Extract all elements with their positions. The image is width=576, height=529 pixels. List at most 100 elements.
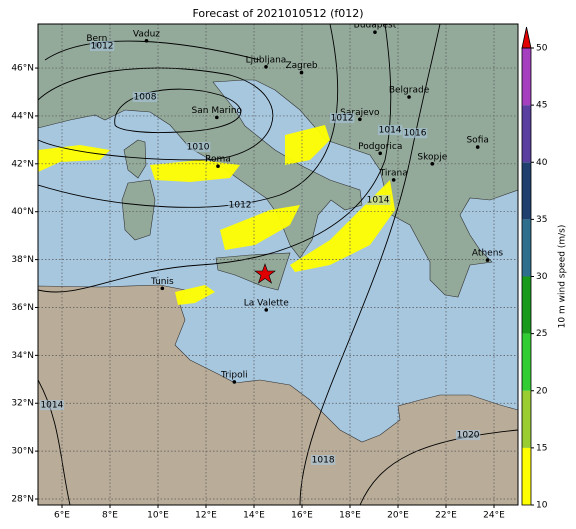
city-label: Sarajevo [340, 108, 380, 118]
isobar-label-bg [310, 454, 336, 465]
x-tick-label: 10°E [147, 511, 169, 521]
city-marker [216, 164, 220, 169]
isobar-label: 1014 [40, 401, 63, 411]
y-tick-label: 36°N [11, 303, 34, 313]
isobar-label: 1014 [367, 195, 390, 205]
city-label: Athens [472, 249, 503, 259]
isobar-label-bg [39, 400, 65, 411]
city-marker [264, 65, 268, 69]
isobar-label-bg [377, 125, 403, 136]
city-label: Tirana [379, 168, 408, 178]
colorbar-extension [521, 26, 532, 49]
city-label: Ljubljana [246, 55, 287, 65]
x-tick-label: 8°E [102, 511, 118, 521]
city-marker [299, 70, 304, 75]
isobar-label-bg [455, 430, 481, 441]
city-label: Budapest [354, 21, 397, 31]
colorbar-segment [522, 48, 531, 106]
colorbar-tick-label: 10 [536, 501, 548, 511]
city-marker [373, 30, 377, 34]
map-frame [37, 23, 519, 506]
x-tick-label: 24°E [483, 511, 505, 521]
grid [38, 24, 518, 505]
colorbar-segment [522, 219, 531, 277]
isobar [38, 24, 392, 293]
wind-area [38, 145, 110, 172]
axes: 6°E 8°E 10°E 12°E 14°E 16°E 18°E 20°E 22°E 24°E 28… [11, 64, 505, 521]
city-label: Tripoli [220, 370, 248, 380]
wind-area [285, 125, 330, 165]
colorbar-tick-label: 20 [536, 386, 548, 396]
city-label: Podgorica [358, 142, 402, 152]
isobar [38, 24, 339, 208]
sardinia [121, 179, 156, 241]
city-label: Belgrade [389, 86, 430, 96]
city-label: Zagreb [285, 61, 317, 71]
wind-area [220, 205, 300, 250]
colorbar-segment [522, 276, 531, 334]
colorbar-tick-label: 25 [536, 329, 547, 339]
isobar-label: 1016 [404, 129, 427, 139]
y-tick-label: 30°N [11, 447, 34, 457]
isobar-label-bg [365, 194, 391, 205]
isobar-label-bg [402, 128, 428, 139]
colorbar: 10 15 20 25 30 35 40 45 50 10 m wind speed (m/s) [521, 26, 568, 511]
y-tick-label: 38°N [11, 255, 34, 265]
city-label: La Valette [244, 298, 289, 308]
city-marker [144, 38, 149, 43]
city-marker [232, 380, 237, 384]
y-tick-label: 46°N [11, 64, 34, 74]
isobar [38, 67, 274, 161]
isobar [38, 379, 71, 505]
city-marker [430, 162, 435, 166]
x-tick-label: 20°E [387, 511, 409, 521]
isobar-label-bg [132, 92, 158, 103]
event-star [254, 263, 276, 284]
city-label: Bern [86, 34, 107, 44]
isobar-label: 1012 [91, 42, 114, 52]
colorbar-tick-label: 40 [536, 158, 548, 168]
x-tick-label: 18°E [339, 511, 361, 521]
title: Forecast of 2021010512 (f012) [192, 7, 363, 20]
y-tick-label: 34°N [11, 351, 34, 361]
corsica [123, 139, 147, 179]
city-label: San Marino [192, 106, 243, 116]
y-tick-label: 28°N [11, 495, 34, 505]
city-label: Skopje [417, 152, 447, 162]
colorbar-segment [522, 390, 531, 448]
colorbar-label: 10 m wind speed (m/s) [558, 225, 568, 329]
isobar-label-bg [329, 113, 355, 124]
isobar [44, 40, 261, 61]
colorbar-tick-label: 50 [536, 44, 548, 54]
city-label: Vaduz [133, 29, 160, 39]
city-label: Sofia [466, 136, 488, 146]
city-marker [160, 286, 165, 291]
isobar-label-bg [89, 41, 115, 52]
x-tick-label: 6°E [54, 511, 70, 521]
city-label: Roma [205, 155, 231, 165]
city-marker [215, 115, 219, 120]
city-marker [407, 95, 411, 99]
isobar-label: 1020 [457, 431, 480, 441]
colorbar-segment [522, 447, 531, 505]
isobar-label-bg [227, 200, 253, 211]
x-tick-label: 16°E [291, 511, 313, 521]
city-marker [358, 117, 362, 122]
city-marker [391, 178, 396, 182]
city-marker [485, 258, 490, 262]
city-marker [475, 145, 480, 149]
city-label: Tunis [150, 277, 174, 287]
y-tick-label: 42°N [11, 159, 34, 169]
isobar-label: 1018 [312, 455, 335, 465]
x-tick-label: 14°E [243, 511, 265, 521]
europe-land [38, 24, 518, 298]
y-tick-label: 32°N [11, 399, 34, 409]
colorbar-segment [522, 105, 531, 163]
isobar-label: 1008 [134, 93, 157, 103]
isobar [299, 24, 441, 505]
colorbar-segment [522, 333, 531, 391]
y-tick-label: 44°N [11, 111, 34, 121]
